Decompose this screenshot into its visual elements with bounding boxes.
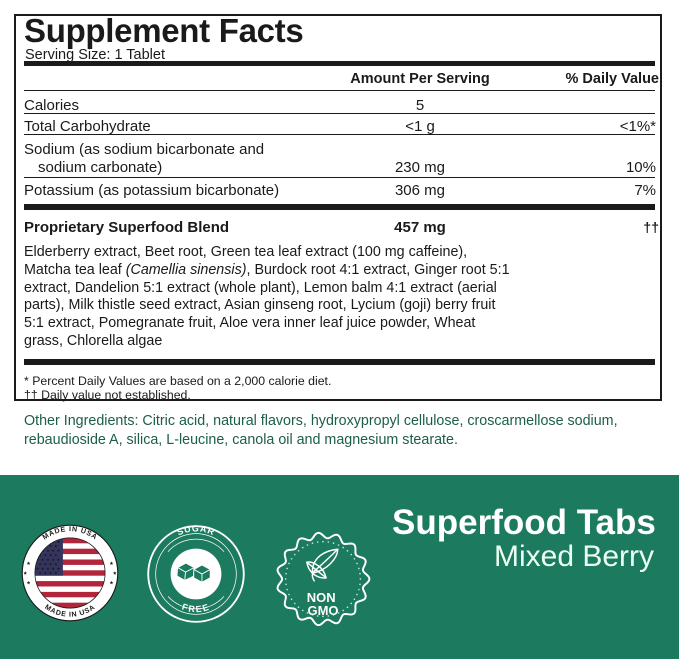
svg-text:NON GMO: NON GMO [307, 590, 339, 618]
svg-text:SUGAR: SUGAR [176, 523, 217, 537]
svg-text:FREE: FREE [181, 602, 211, 615]
